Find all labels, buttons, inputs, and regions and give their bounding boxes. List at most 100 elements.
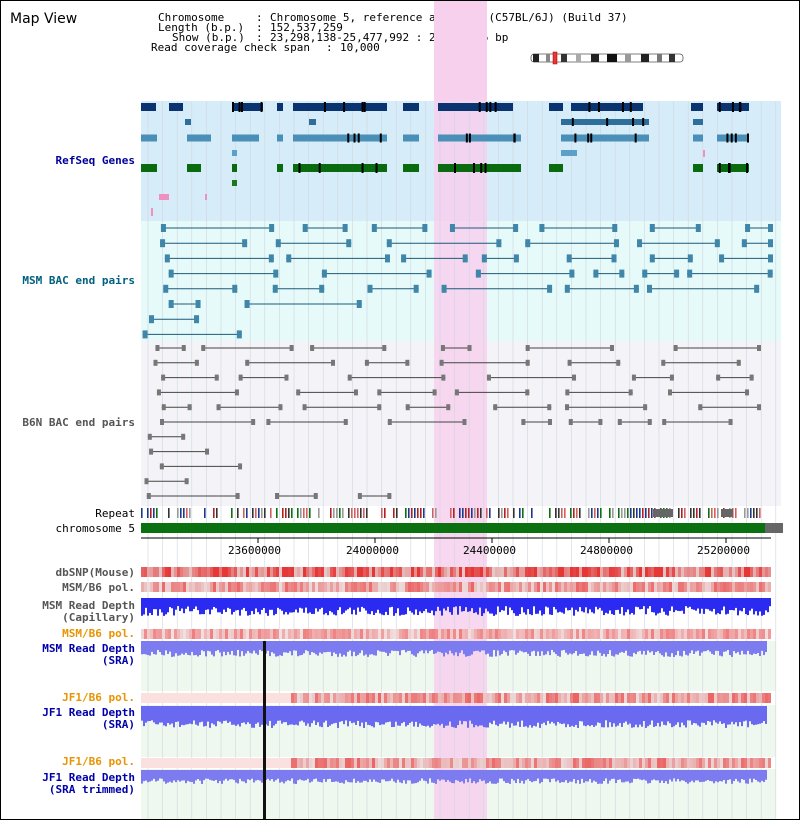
repeat-mark xyxy=(522,508,524,518)
repeat-mark xyxy=(519,508,521,518)
depth-bar xyxy=(763,770,765,783)
depth-bar xyxy=(615,598,617,611)
repeat-mark xyxy=(645,508,647,518)
gene-feature xyxy=(717,164,749,172)
depth-bar xyxy=(557,598,559,613)
depth-bar xyxy=(493,770,495,784)
heat-cell xyxy=(555,758,558,768)
heat-cell xyxy=(378,693,381,703)
depth-bar xyxy=(645,598,647,615)
heat-tracks xyxy=(141,567,771,768)
depth-bar xyxy=(423,641,425,654)
heat-cell xyxy=(477,582,480,592)
heat-cell xyxy=(729,567,732,577)
depth-bar xyxy=(247,641,249,651)
track-label-jf1-depth-1[interactable]: JF1 Read Depth xyxy=(42,706,135,719)
bac-end xyxy=(669,374,674,381)
heat-cell xyxy=(537,582,540,592)
depth-bar xyxy=(529,706,531,726)
heat-cell xyxy=(216,582,219,592)
depth-bar xyxy=(743,598,745,609)
depth-bar xyxy=(731,770,733,784)
heat-cell xyxy=(441,567,444,577)
track-label-b6n-bac[interactable]: B6N BAC end pairs xyxy=(22,416,135,429)
heat-cell xyxy=(612,629,615,639)
depth-bar xyxy=(437,706,439,724)
heat-cell xyxy=(516,693,519,703)
track-label-dbsnp[interactable]: dbSNP(Mouse) xyxy=(55,566,135,579)
depth-bar xyxy=(441,598,443,616)
track-label-refseq[interactable]: RefSeq Genes xyxy=(55,154,135,167)
depth-bar xyxy=(231,770,233,780)
heat-cell xyxy=(738,582,741,592)
track-label-msm-b6-pol[interactable]: MSM/B6 pol. xyxy=(62,581,135,594)
depth-bar xyxy=(525,706,527,727)
heat-cell xyxy=(186,629,189,639)
heat-cell xyxy=(372,629,375,639)
gene-feature xyxy=(549,103,563,111)
track-label-msm-bac[interactable]: MSM BAC end pairs xyxy=(22,274,135,287)
track-label-msm-b6-pol-sra[interactable]: MSM/B6 pol. xyxy=(62,627,135,640)
gene-feature xyxy=(571,103,643,111)
bac-end xyxy=(439,359,444,366)
depth-bar xyxy=(541,770,543,783)
bac-end xyxy=(251,419,256,425)
heat-cell xyxy=(195,582,198,592)
heat-cell xyxy=(549,582,552,592)
heat-cell xyxy=(360,693,363,703)
heat-cell xyxy=(624,693,627,703)
depth-bar xyxy=(313,598,315,614)
depth-bar xyxy=(307,641,309,652)
track-label-jf1-depth-tr-1[interactable]: JF1 Read Depth xyxy=(42,771,135,784)
depth-bar xyxy=(769,598,771,607)
depth-bar xyxy=(367,641,369,657)
heat-cell xyxy=(429,629,432,639)
depth-bar xyxy=(219,598,221,613)
repeat-mark xyxy=(336,508,338,518)
depth-bar xyxy=(741,770,743,780)
depth-bar xyxy=(175,598,177,610)
depth-bar xyxy=(687,641,689,656)
depth-bar xyxy=(601,706,603,728)
depth-bar xyxy=(235,641,237,656)
depth-bar xyxy=(699,641,701,656)
depth-bar xyxy=(361,770,363,783)
heat-cell xyxy=(636,693,639,703)
heat-cell xyxy=(672,629,675,639)
depth-bar xyxy=(195,641,197,655)
heat-cell xyxy=(522,629,525,639)
track-label-jf1-b6-pol-2[interactable]: JF1/B6 pol. xyxy=(62,755,135,768)
bac-end xyxy=(160,419,165,425)
heat-cell xyxy=(540,567,543,577)
heat-cell xyxy=(507,693,510,703)
depth-bar xyxy=(759,641,761,657)
depth-bar xyxy=(661,770,663,781)
ideogram-position-marker xyxy=(552,51,558,65)
track-label-jf1-b6-pol[interactable]: JF1/B6 pol. xyxy=(62,691,135,704)
depth-bar xyxy=(325,641,327,653)
depth-bar xyxy=(753,598,755,615)
repeat-mark xyxy=(276,508,278,518)
track-label-msm-depth-sra-1[interactable]: MSM Read Depth xyxy=(42,642,135,655)
depth-bar xyxy=(553,706,555,724)
heat-cell xyxy=(561,758,564,768)
depth-bar xyxy=(715,598,717,615)
heat-cell xyxy=(387,582,390,592)
depth-bar xyxy=(581,706,583,722)
depth-bar xyxy=(555,770,557,782)
depth-bar xyxy=(445,706,447,726)
track-label-msm-depth-cap-1[interactable]: MSM Read Depth xyxy=(42,599,135,612)
heat-cell xyxy=(663,693,666,703)
bac-end xyxy=(475,269,481,278)
depth-bar xyxy=(669,598,671,611)
heat-cell xyxy=(423,693,426,703)
heat-cell xyxy=(474,582,477,592)
heat-cell xyxy=(414,582,417,592)
info-coverage-key: Read coverage check span xyxy=(151,41,310,54)
depth-bar xyxy=(715,706,717,723)
depth-bar xyxy=(267,706,269,726)
repeat-mark xyxy=(597,508,599,518)
heat-cell xyxy=(411,758,414,768)
heat-cell xyxy=(591,582,594,592)
